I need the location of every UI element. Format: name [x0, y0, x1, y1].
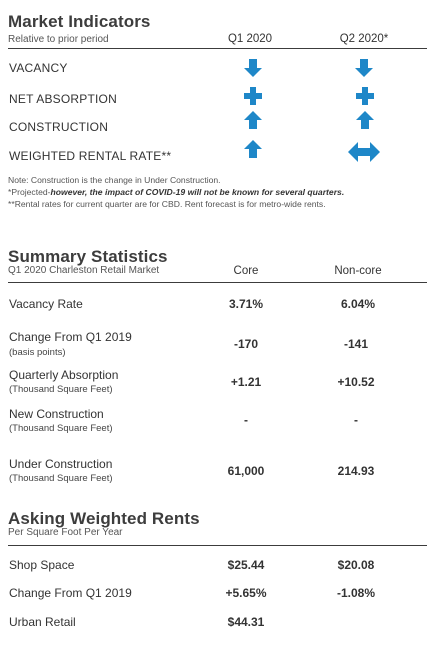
value-noncore-under-construction: 214.93	[337, 464, 375, 478]
value-noncore-shop-space: $20.08	[337, 558, 375, 572]
plus-icon	[355, 86, 375, 106]
note-rental-rates: **Rental rates for current quarter are f…	[8, 199, 326, 209]
market-indicators-subtitle: Relative to prior period	[8, 34, 109, 45]
rents-header-divider	[8, 545, 427, 546]
up-arrow-icon	[243, 139, 263, 159]
down-arrow-icon	[243, 58, 263, 78]
indicator-label-construction: CONSTRUCTION	[9, 120, 109, 134]
value-core-new-construction: -	[244, 413, 248, 427]
value-core-urban-retail: $44.31	[227, 615, 265, 629]
row-label-change-from-q1-2019: Change From Q1 2019	[9, 330, 132, 344]
column-header-non-core: Non-core	[334, 265, 382, 277]
note-construction: Note: Construction is the change in Unde…	[8, 175, 221, 185]
row-label-vacancy-rate: Vacancy Rate	[9, 297, 83, 311]
note-projected-covid: however, the impact of COVID-19 will not…	[50, 187, 345, 197]
value-core-vacancy-rate: 3.71%	[228, 297, 264, 311]
note-projected: *Projected-however, the impact of COVID-…	[8, 187, 344, 198]
row-label-new-construction: New Construction	[9, 407, 104, 421]
summary-header-divider	[8, 282, 427, 283]
column-header-q2-2020: Q2 2020*	[339, 33, 389, 45]
row-sub-thousand-square-feet: (Thousand Square Feet)	[9, 473, 113, 484]
value-core-change-from-q1-2019: -170	[233, 337, 259, 351]
row-label-quarterly-absorption: Quarterly Absorption	[9, 368, 119, 382]
left-right-arrow-icon	[347, 141, 381, 163]
plus-icon	[243, 86, 263, 106]
asking-weighted-rents-title: Asking Weighted Rents	[8, 509, 200, 528]
header-divider	[8, 48, 427, 49]
value-noncore-vacancy-rate: 6.04%	[340, 297, 376, 311]
column-header-core: Core	[233, 265, 259, 277]
column-header-q1-2020: Q1 2020	[227, 33, 273, 45]
note-projected-prefix: *Projected-	[8, 187, 51, 197]
value-noncore-rent-change: -1.08%	[336, 586, 376, 600]
row-label-under-construction: Under Construction	[9, 457, 113, 471]
value-noncore-change-from-q1-2019: -141	[343, 337, 369, 351]
row-sub-thousand-square-feet: (Thousand Square Feet)	[9, 423, 113, 434]
row-label-rent-change-from-q1-2019: Change From Q1 2019	[9, 586, 132, 600]
value-core-quarterly-absorption: +1.21	[230, 375, 262, 389]
market-indicators-title: Market Indicators	[8, 12, 151, 31]
row-sub-basis-points: (basis points)	[9, 347, 66, 358]
asking-weighted-rents-subtitle: Per Square Foot Per Year	[8, 527, 123, 538]
summary-statistics-title: Summary Statistics	[8, 247, 168, 266]
indicator-label-weighted-rental-rate: WEIGHTED RENTAL RATE**	[9, 149, 172, 163]
indicator-label-net-absorption: NET ABSORPTION	[9, 92, 117, 106]
row-label-urban-retail: Urban Retail	[9, 615, 76, 629]
value-noncore-quarterly-absorption: +10.52	[337, 375, 375, 389]
value-core-under-construction: 61,000	[227, 464, 265, 478]
up-arrow-icon	[243, 110, 263, 130]
summary-statistics-subtitle: Q1 2020 Charleston Retail Market	[8, 265, 160, 276]
row-sub-thousand-square-feet: (Thousand Square Feet)	[9, 384, 113, 395]
up-arrow-icon	[355, 110, 375, 130]
row-label-shop-space: Shop Space	[9, 558, 75, 572]
value-core-shop-space: $25.44	[227, 558, 265, 572]
value-core-rent-change: +5.65%	[225, 586, 267, 600]
indicator-label-vacancy: VACANCY	[9, 61, 68, 75]
value-noncore-new-construction: -	[354, 413, 358, 427]
down-arrow-icon	[354, 58, 374, 78]
